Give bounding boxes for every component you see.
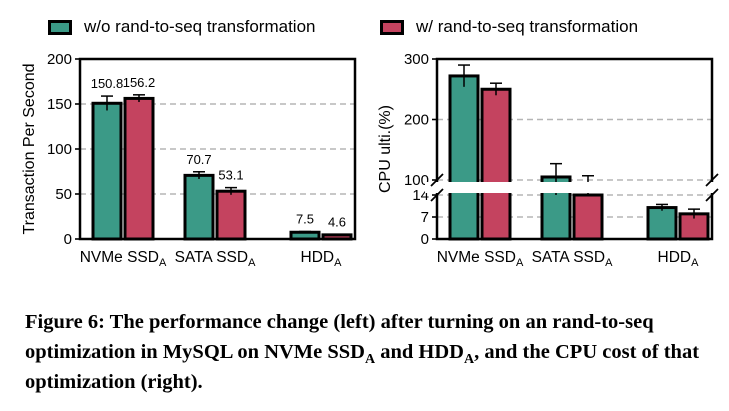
legend-swatch-without [48,19,72,35]
left-category-label: HDDA [301,249,343,269]
right-ytick-label: 300 [404,51,429,68]
left-plot-frame [78,57,357,241]
caption-text: and HDD [375,341,464,363]
right-axis-break-gap [425,182,724,193]
left-category-label: NVMe SSDA [80,249,167,269]
right-bar [572,193,604,241]
right-ytick-label: 14 [412,187,429,204]
left-bar [215,189,247,241]
left-data-label: 4.6 [328,214,346,229]
right-ylabel: CPU ulti.(%) [377,105,394,193]
right-category-label: SATA SSDA [532,249,614,269]
legend-label-without: w/o rand-to-seq transformation [84,17,316,36]
right-category-label: HDDA [658,249,700,269]
left-data-label: 53.1 [218,168,243,183]
legend-label-with: w/ rand-to-seq transformation [416,17,639,36]
caption-subscript: A [463,352,475,368]
right-axis-break-mark [430,173,444,187]
right-axis-break-mark [705,188,719,202]
right-ytick-label: 100 [404,172,429,189]
left-bar [123,96,155,241]
caption-text: Figure 6: The performance change (left) … [25,311,654,363]
left-data-label: 70.7 [186,152,211,167]
left-ytick-label: 50 [55,186,72,203]
figure-caption: Figure 6: The performance change (left) … [25,307,715,397]
left-data-label: 156.2 [123,75,156,90]
legend-item-with: w/ rand-to-seq transformation [380,17,638,37]
legend-item-without: w/o rand-to-seq transformation [48,17,316,37]
right-ytick-label: 200 [404,112,429,129]
right-bar [480,87,512,241]
right-category-label: NVMe SSDA [437,249,524,269]
left-bar [183,173,215,241]
right-bar [646,206,678,241]
right-axis-break-mark [430,188,444,202]
legend-swatch-with [380,19,404,35]
right-ytick-label: 0 [421,231,429,248]
left-ytick-label: 100 [47,141,72,158]
left-data-label: 7.5 [296,212,314,227]
left-ytick-label: 200 [47,51,72,68]
caption-text: , and the CPU cost of that optimization … [25,341,700,393]
left-ytick-label: 0 [64,231,72,248]
right-ytick-label: 7 [421,209,429,226]
charts-svg: 0 50 100 150 200 150.8 156.2 NVMe SSDA 70.7 53.1 S… [21,51,724,269]
left-ylabel: Transaction Per Second [21,63,38,234]
left-ytick-label: 150 [47,96,72,113]
caption-subscript: A [365,352,376,368]
right-axis-break-mark [705,173,719,187]
left-category-label: SATA SSDA [175,249,257,269]
right-bar [448,74,480,241]
left-data-label: 150.8 [91,76,124,91]
left-bar [91,101,123,241]
legend: w/o rand-to-seq transformation w/ rand-t… [0,0,729,50]
right-plot-frame [435,57,714,241]
